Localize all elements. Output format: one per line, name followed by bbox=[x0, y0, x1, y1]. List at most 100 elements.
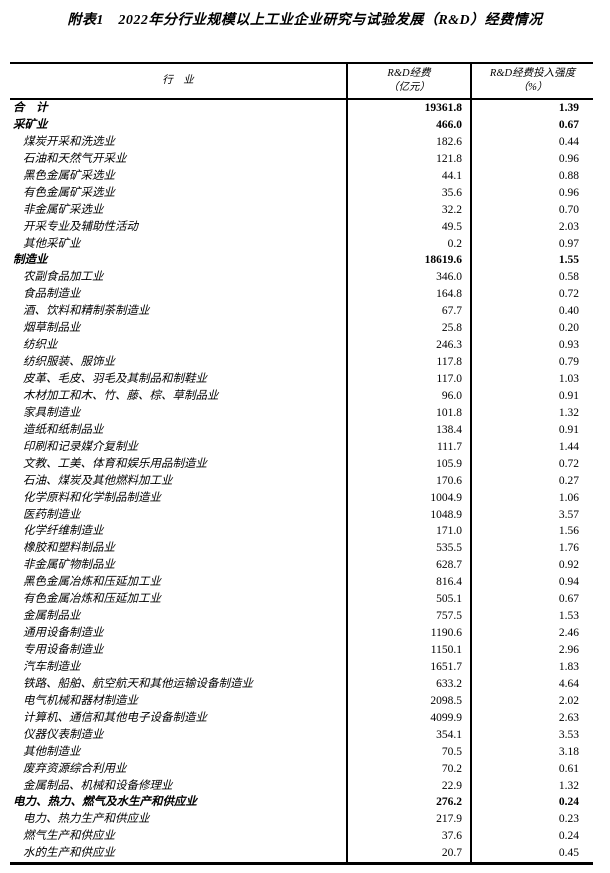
industry-cell: 金属制品业 bbox=[23, 610, 81, 623]
industry-cell: 仪器仪表制造业 bbox=[23, 728, 104, 741]
industry-cell: 电力、热力、燃气及水生产和供应业 bbox=[13, 796, 197, 809]
rd-value-cell: 32.2 bbox=[346, 201, 471, 219]
rd-value-cell: 111.7 bbox=[346, 438, 471, 456]
table-row: 通用设备制造业 1190.6 2.46 bbox=[10, 625, 593, 642]
industry-cell: 专用设备制造业 bbox=[23, 644, 104, 656]
rd-value-cell: 44.1 bbox=[346, 167, 471, 185]
intensity-value-cell: 0.23 bbox=[470, 811, 593, 829]
table-header-row: 行 业 R&D经费 （亿元） R&D经费投入强度 （%） bbox=[10, 62, 593, 100]
industry-cell: 有色金属矿采选业 bbox=[23, 186, 115, 199]
rd-value-cell: 138.4 bbox=[346, 421, 471, 439]
intensity-value-cell: 0.91 bbox=[470, 421, 593, 439]
intensity-value-cell: 1.39 bbox=[470, 99, 593, 117]
intensity-value-cell: 0.88 bbox=[470, 167, 593, 185]
rd-expenditure-table: 行 业 R&D经费 （亿元） R&D经费投入强度 （%） 合 计 19361.8… bbox=[10, 62, 593, 866]
industry-cell: 纺织业 bbox=[23, 339, 58, 352]
rd-value-cell: 346.0 bbox=[346, 269, 471, 287]
intensity-value-cell: 1.32 bbox=[470, 404, 593, 422]
intensity-value-cell: 0.79 bbox=[470, 354, 593, 371]
rd-value-cell: 170.6 bbox=[346, 472, 471, 490]
industry-cell: 家具制造业 bbox=[23, 406, 81, 419]
rd-value-cell: 37.6 bbox=[346, 828, 471, 846]
intensity-value-cell: 3.53 bbox=[470, 726, 593, 744]
table-row: 铁路、船舶、航空航天和其他运输设备制造业 633.2 4.64 bbox=[10, 675, 593, 693]
rd-value-cell: 49.5 bbox=[346, 218, 471, 236]
industry-cell: 烟草制品业 bbox=[23, 322, 81, 335]
intensity-value-cell: 0.45 bbox=[470, 845, 593, 866]
rd-value-cell: 20.7 bbox=[346, 845, 471, 866]
table-row: 制造业 18619.6 1.55 bbox=[10, 252, 593, 270]
industry-cell: 农副食品加工业 bbox=[23, 271, 104, 284]
industry-cell: 通用设备制造业 bbox=[23, 627, 104, 640]
intensity-value-cell: 0.58 bbox=[470, 269, 593, 287]
industry-cell: 纺织服装、服饰业 bbox=[23, 356, 115, 369]
table-row: 酒、饮料和精制茶制造业 67.7 0.40 bbox=[10, 303, 593, 321]
industry-cell: 制造业 bbox=[13, 254, 48, 267]
rd-value-cell: 117.8 bbox=[346, 354, 471, 371]
column-header-rd-line1: R&D经费 bbox=[387, 67, 431, 79]
column-header-rd-expenditure: R&D经费 （亿元） bbox=[346, 62, 471, 100]
table-row: 造纸和纸制品业 138.4 0.91 bbox=[10, 421, 593, 439]
intensity-value-cell: 2.63 bbox=[470, 709, 593, 727]
intensity-value-cell: 2.03 bbox=[470, 218, 593, 236]
industry-cell: 食品制造业 bbox=[23, 288, 81, 301]
table-row: 电力、热力、燃气及水生产和供应业 276.2 0.24 bbox=[10, 794, 593, 812]
industry-cell: 汽车制造业 bbox=[23, 660, 81, 673]
intensity-value-cell: 0.24 bbox=[470, 828, 593, 846]
rd-value-cell: 1190.6 bbox=[346, 625, 471, 642]
column-header-intensity-line2: （%） bbox=[517, 82, 548, 93]
intensity-value-cell: 0.72 bbox=[470, 286, 593, 304]
table-row: 纺织业 246.3 0.93 bbox=[10, 337, 593, 355]
rd-value-cell: 35.6 bbox=[346, 184, 471, 202]
intensity-value-cell: 0.20 bbox=[470, 320, 593, 338]
rd-value-cell: 22.9 bbox=[346, 777, 471, 795]
intensity-value-cell: 1.56 bbox=[470, 523, 593, 541]
table-row: 专用设备制造业 1150.1 2.96 bbox=[10, 642, 593, 659]
table-row: 电气机械和器材制造业 2098.5 2.02 bbox=[10, 692, 593, 710]
table-row: 化学原料和化学制品制造业 1004.9 1.06 bbox=[10, 489, 593, 507]
intensity-value-cell: 0.44 bbox=[470, 133, 593, 151]
rd-value-cell: 757.5 bbox=[346, 608, 471, 626]
rd-value-cell: 70.5 bbox=[346, 743, 471, 761]
table-row: 纺织服装、服饰业 117.8 0.79 bbox=[10, 354, 593, 371]
table-row: 燃气生产和供应业 37.6 0.24 bbox=[10, 828, 593, 846]
intensity-value-cell: 1.32 bbox=[470, 777, 593, 795]
industry-cell: 造纸和纸制品业 bbox=[23, 423, 104, 436]
rd-value-cell: 816.4 bbox=[346, 574, 471, 592]
table-row: 合 计 19361.8 1.39 bbox=[10, 99, 593, 117]
intensity-value-cell: 4.64 bbox=[470, 675, 593, 693]
industry-cell: 金属制品、机械和设备修理业 bbox=[23, 779, 173, 792]
industry-cell: 化学纤维制造业 bbox=[23, 525, 104, 538]
intensity-value-cell: 2.96 bbox=[470, 642, 593, 659]
intensity-value-cell: 1.44 bbox=[470, 438, 593, 456]
industry-cell: 黑色金属矿采选业 bbox=[23, 169, 115, 182]
rd-value-cell: 70.2 bbox=[346, 760, 471, 778]
rd-value-cell: 2098.5 bbox=[346, 692, 471, 710]
rd-value-cell: 105.9 bbox=[346, 455, 471, 473]
industry-cell: 印刷和记录媒介复制业 bbox=[23, 440, 138, 453]
intensity-value-cell: 2.46 bbox=[470, 625, 593, 642]
intensity-value-cell: 0.93 bbox=[470, 337, 593, 355]
intensity-value-cell: 0.61 bbox=[470, 760, 593, 778]
intensity-value-cell: 0.94 bbox=[470, 574, 593, 592]
industry-cell: 皮革、毛皮、羽毛及其制品和制鞋业 bbox=[23, 373, 207, 385]
column-header-industry: 行 业 bbox=[10, 62, 347, 100]
table-row: 仪器仪表制造业 354.1 3.53 bbox=[10, 726, 593, 744]
table-row: 煤炭开采和洗选业 182.6 0.44 bbox=[10, 133, 593, 151]
table-row: 医药制造业 1048.9 3.57 bbox=[10, 506, 593, 524]
table-row: 有色金属冶炼和压延加工业 505.1 0.67 bbox=[10, 591, 593, 609]
industry-cell: 铁路、船舶、航空航天和其他运输设备制造业 bbox=[23, 677, 253, 690]
table-body: 合 计 19361.8 1.39 采矿业 466.0 0.67 煤炭开采和洗选业… bbox=[10, 99, 593, 866]
rd-value-cell: 171.0 bbox=[346, 523, 471, 541]
rd-value-cell: 18619.6 bbox=[346, 252, 471, 270]
rd-value-cell: 633.2 bbox=[346, 675, 471, 693]
intensity-value-cell: 1.03 bbox=[470, 371, 593, 388]
intensity-value-cell: 1.83 bbox=[470, 658, 593, 676]
column-header-intensity-line1: R&D经费投入强度 bbox=[489, 67, 576, 79]
table-row: 汽车制造业 1651.7 1.83 bbox=[10, 658, 593, 676]
rd-value-cell: 535.5 bbox=[346, 540, 471, 558]
table-row: 其他制造业 70.5 3.18 bbox=[10, 743, 593, 761]
intensity-value-cell: 0.67 bbox=[470, 591, 593, 609]
rd-value-cell: 121.8 bbox=[346, 150, 471, 168]
rd-value-cell: 1150.1 bbox=[346, 642, 471, 659]
